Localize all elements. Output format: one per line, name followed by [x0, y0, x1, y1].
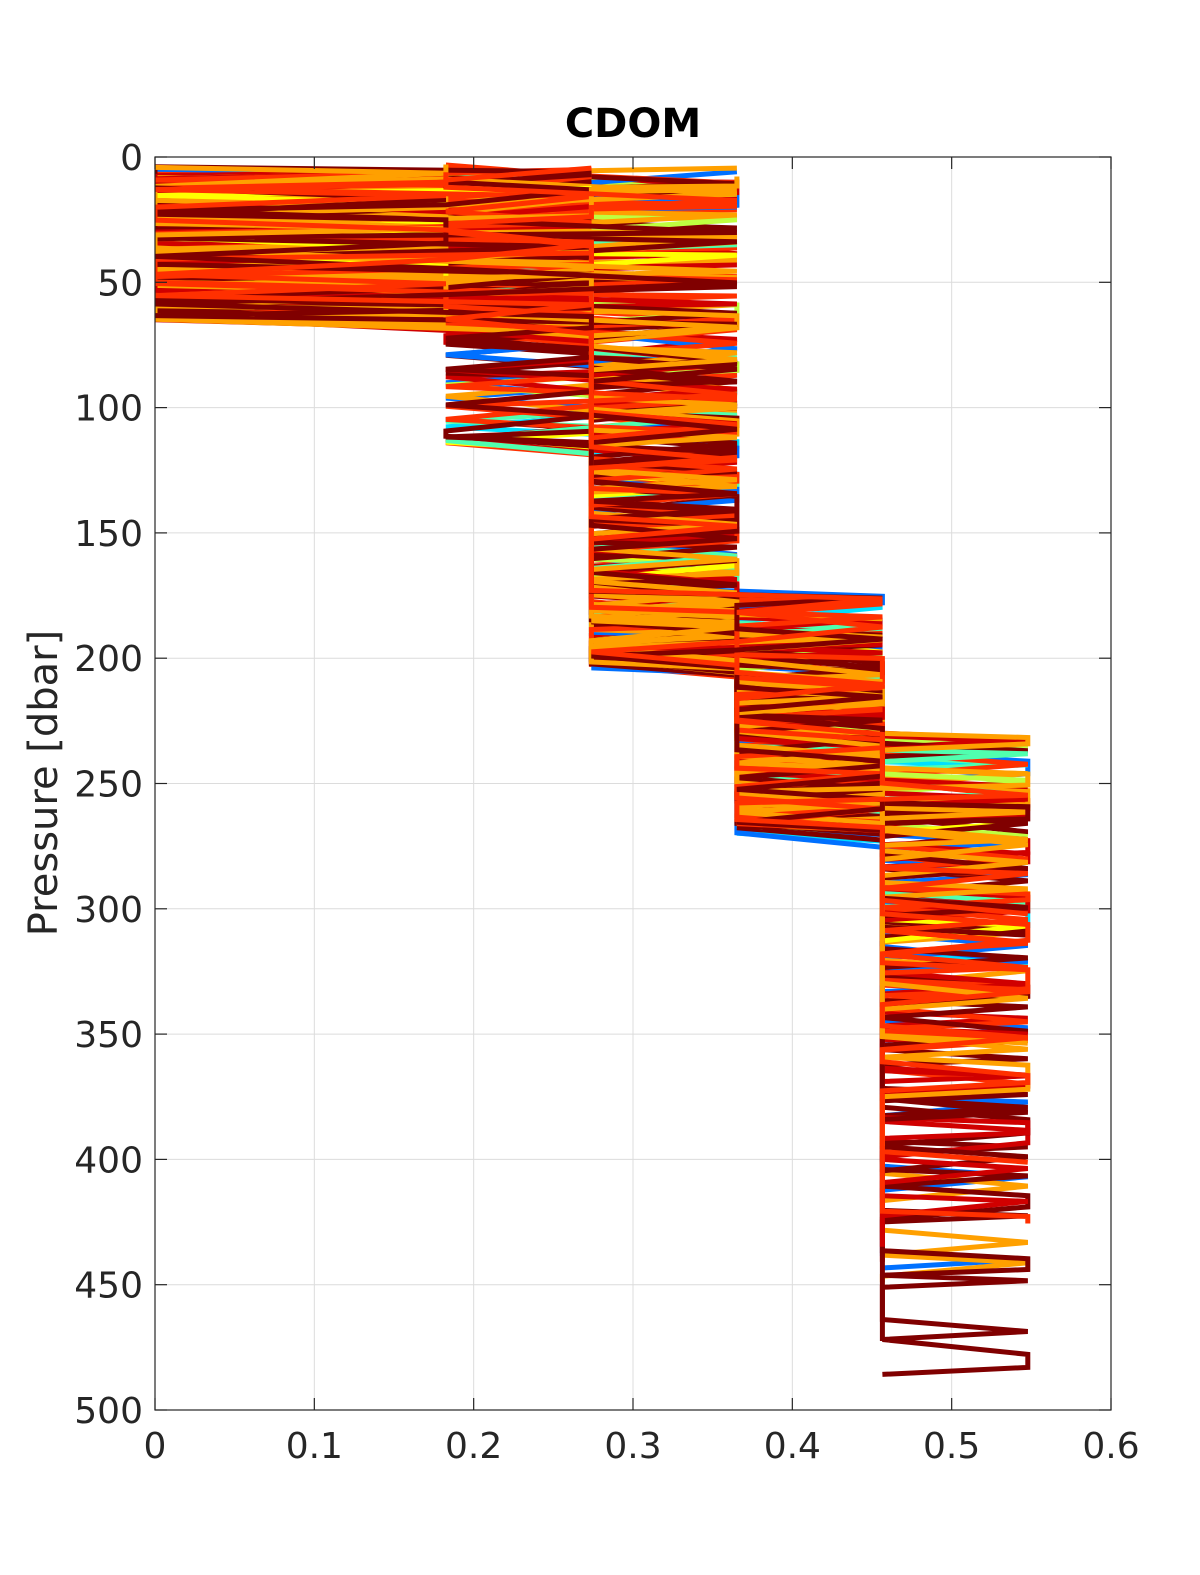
x-tick-label: 0 [144, 1426, 167, 1467]
y-tick-label: 50 [97, 263, 143, 304]
y-tick-label: 350 [74, 1015, 143, 1056]
x-tick-label: 0.3 [604, 1426, 661, 1467]
x-tick-labels: 0 0.1 0.2 0.3 0.4 0.5 0.6 [144, 1426, 1140, 1467]
profile-lines [155, 162, 1031, 1377]
y-tick-label: 100 [74, 389, 143, 430]
y-tick-label: 400 [74, 1140, 143, 1181]
profile-line [155, 181, 1031, 1165]
y-tick-label: 0 [120, 138, 143, 179]
y-axis-label: Pressure [dbar] [21, 630, 67, 936]
y-tick-label: 300 [74, 890, 143, 931]
x-tick-label: 0.6 [1082, 1426, 1139, 1467]
y-tick-label: 450 [74, 1266, 143, 1307]
y-tick-label: 500 [74, 1391, 143, 1432]
x-tick-label: 0.2 [445, 1426, 502, 1467]
y-tick-label: 250 [74, 765, 143, 806]
plot-area [155, 162, 1031, 1377]
y-tick-labels: 0 50 100 150 200 250 300 350 400 450 500 [74, 138, 143, 1432]
y-tick-label: 150 [74, 514, 143, 555]
x-tick-label: 0.4 [764, 1426, 821, 1467]
x-tick-label: 0.5 [923, 1426, 980, 1467]
y-tick-label: 200 [74, 639, 143, 680]
chart-title: CDOM [565, 101, 701, 147]
axis-ticks [154, 156, 1112, 1411]
x-tick-label: 0.1 [286, 1426, 343, 1467]
